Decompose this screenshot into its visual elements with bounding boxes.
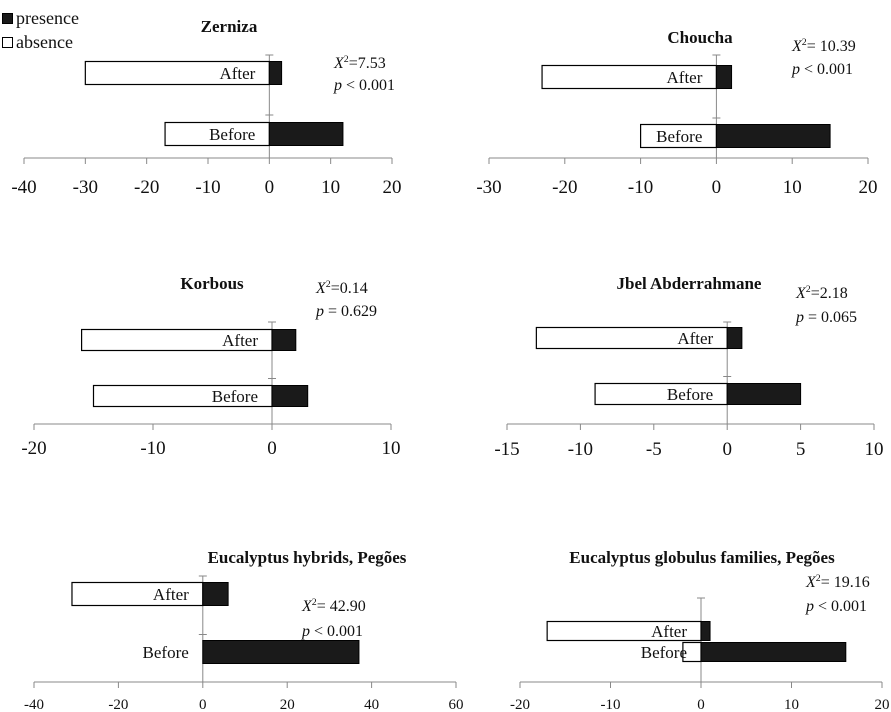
legend-item-absence: absence [2, 30, 79, 54]
chart-title: Korbous [180, 274, 244, 293]
x-tick-label: 10 [865, 439, 884, 460]
chart-title: Eucalyptus hybrids, Pegões [208, 548, 407, 567]
x-tick-label: 20 [859, 177, 878, 198]
p-value-stat: p < 0.001 [791, 61, 853, 78]
legend-label-presence: presence [16, 8, 79, 28]
chart-title: Jbel Abderrahmane [617, 274, 762, 293]
x-tick-label: 10 [784, 697, 799, 712]
chart-panel-3: -20 -10 0 10 After Before Korbous X2=0.14 p = 0.… [21, 274, 400, 459]
x-tick-label: -10 [140, 438, 165, 459]
x-tick-label: 40 [364, 697, 379, 712]
p-value-stat: p < 0.001 [301, 623, 363, 640]
chart-title: Choucha [667, 28, 733, 47]
category-label-before: Before [641, 643, 687, 662]
chart-panel-2: -30 -20 -10 0 10 20 After Before Choucha X2= 10.3… [476, 28, 877, 198]
bar-presence-before [715, 124, 831, 148]
chart-title: Zerniza [201, 17, 258, 36]
x-tick-label: -30 [476, 177, 501, 198]
x-tick-label: -40 [24, 697, 44, 712]
chart-panel-1: -40 -30 -20 -10 0 10 20 After Before Zerniza X2=7.… [11, 17, 401, 198]
category-label-before: Before [143, 643, 189, 662]
x-tick-label: 10 [783, 177, 802, 198]
x-tick-label: -20 [510, 697, 530, 712]
p-value-stat: p = 0.065 [795, 309, 857, 326]
chi-square-stat: X2= 19.16 [805, 573, 870, 591]
bar-presence-before [700, 642, 847, 662]
x-tick-label: -20 [21, 438, 46, 459]
x-tick-label: 20 [383, 177, 402, 198]
x-tick-label: -10 [628, 177, 653, 198]
legend-swatch-absence [2, 36, 13, 48]
x-tick-label: 20 [280, 697, 295, 712]
bar-presence-before [271, 385, 309, 407]
chi-square-stat: X2=0.14 [315, 279, 368, 297]
x-tick-label: -30 [73, 177, 98, 198]
x-tick-label: 60 [449, 697, 464, 712]
x-tick-label: -20 [134, 177, 159, 198]
x-tick-label: 0 [267, 438, 277, 459]
x-tick-label: 0 [199, 697, 207, 712]
category-label-after: After [667, 68, 703, 87]
category-label-before: Before [212, 387, 258, 406]
x-tick-label: 5 [796, 439, 806, 460]
bar-presence-after [700, 621, 711, 641]
bar-presence-after [268, 61, 283, 85]
bar-presence-after [715, 65, 733, 89]
chart-panel-5: -40 -20 0 20 40 60 After Before Eucalyptus hybri… [24, 548, 464, 712]
legend: presence absence [2, 6, 79, 54]
legend-label-absence: absence [16, 32, 73, 52]
p-value-stat: p = 0.629 [315, 303, 377, 320]
category-label-before: Before [667, 385, 713, 404]
p-value-stat: p < 0.001 [805, 598, 867, 615]
chart-panel-4: -15 -10 -5 0 5 10 After Before Jbel Abderrahmane… [494, 274, 883, 460]
x-tick-label: -10 [195, 177, 220, 198]
chart-panel-6: -20 -10 0 10 20 After Before Eucalyptus globulu… [510, 548, 890, 712]
x-tick-label: -40 [11, 177, 36, 198]
x-tick-label: 0 [712, 177, 722, 198]
x-tick-label: -20 [108, 697, 128, 712]
bar-presence-before [268, 122, 344, 146]
x-tick-label: 0 [722, 439, 732, 460]
x-tick-label: 20 [875, 697, 890, 712]
category-label-after: After [677, 329, 713, 348]
x-tick-label: 0 [265, 177, 275, 198]
chi-square-stat: X2= 42.90 [301, 597, 366, 615]
legend-item-presence: presence [2, 6, 79, 30]
category-label-after: After [153, 585, 189, 604]
category-label-before: Before [656, 127, 702, 146]
x-tick-label: -10 [601, 697, 621, 712]
chi-square-stat: X2= 10.39 [791, 37, 856, 55]
bar-presence-before [202, 640, 360, 664]
p-value-stat: p < 0.001 [333, 77, 395, 94]
x-tick-label: 10 [382, 438, 401, 459]
category-label-after: After [219, 64, 255, 83]
chi-square-stat: X2=7.53 [333, 54, 386, 72]
category-label-after: After [222, 331, 258, 350]
x-tick-label: 0 [697, 697, 705, 712]
bar-presence-after [726, 327, 743, 349]
bar-presence-after [202, 582, 229, 606]
x-tick-label: -20 [552, 177, 577, 198]
legend-swatch-presence [2, 12, 13, 24]
chart-title: Eucalyptus globulus families, Pegões [569, 548, 835, 567]
chi-square-stat: X2=2.18 [795, 284, 848, 302]
x-tick-label: -10 [568, 439, 593, 460]
x-tick-label: -15 [494, 439, 519, 460]
bar-presence-before [726, 383, 802, 405]
category-label-after: After [651, 622, 687, 641]
x-tick-label: 10 [321, 177, 340, 198]
category-label-before: Before [209, 125, 255, 144]
x-tick-label: -5 [646, 439, 662, 460]
bar-presence-after [271, 329, 297, 351]
